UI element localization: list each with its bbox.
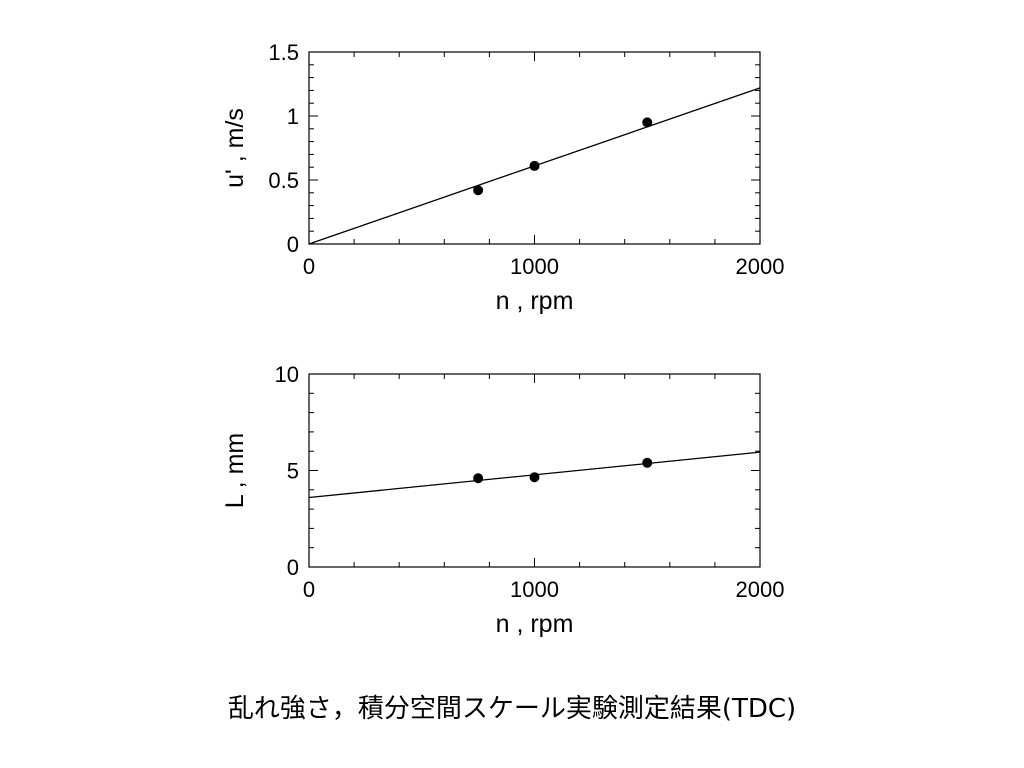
x-axis-label: n , rpm [496,287,574,315]
plot-frame [308,373,761,568]
y-axis-label: u' , m/s [221,108,249,188]
data-point [529,160,540,171]
y-tick-label: 1 [287,104,299,129]
chart-turbulence-intensity: 0 1000 2000 0 0.5 1 1.5 n , rpm u' , m/s [221,40,784,315]
plot-frame [308,51,761,245]
data-point [642,117,653,128]
data-point [473,185,484,196]
y-axis-label: L , mm [221,433,249,508]
x-tick-label: 1000 [510,577,559,602]
x-tick-label: 2000 [736,254,785,279]
chart-integral-length-scale: 0 1000 2000 0 5 10 n , rpm L , mm [221,362,784,638]
data-point [473,473,484,484]
data-point [529,472,540,483]
y-tick-label: 10 [275,362,299,387]
data-point [642,457,653,468]
figure-caption: 乱れ強さ，積分空間スケール実験測定結果(TDC) [227,694,797,724]
x-tick-label: 0 [303,577,315,602]
y-tick-label: 0.5 [268,168,299,193]
y-tick-label: 0 [287,555,299,580]
y-tick-label: 1.5 [268,40,299,65]
y-tick-label: 5 [287,459,299,484]
x-tick-label: 0 [303,254,315,279]
x-axis-label: n , rpm [496,610,574,638]
y-tick-label: 0 [287,232,299,257]
x-tick-label: 1000 [510,254,559,279]
x-tick-label: 2000 [736,577,785,602]
